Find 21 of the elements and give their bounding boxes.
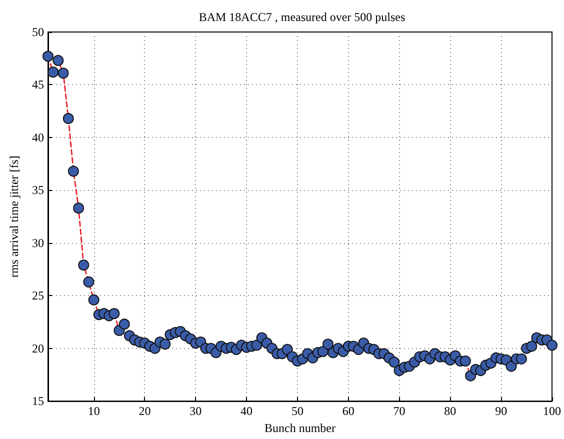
y-axis-title: rms arrival time jitter [fs]: [7, 156, 21, 278]
y-tick-label: 50: [32, 25, 44, 39]
x-tick-label: 100: [543, 404, 561, 418]
x-tick-label: 40: [240, 404, 253, 418]
chart-title: BAM 18ACC7 , measured over 500 pulses: [198, 10, 406, 24]
y-tick-label: 40: [32, 130, 44, 144]
y-tick-label: 20: [32, 341, 44, 356]
x-tick-label: 50: [291, 404, 304, 418]
y-tick-label: 30: [32, 236, 44, 250]
x-tick-label: 70: [393, 404, 406, 418]
x-tick-label: 20: [138, 404, 151, 418]
x-tick-label: 90: [495, 404, 508, 418]
x-tick-label: 80: [444, 404, 456, 418]
y-tick-label: 25: [32, 288, 44, 303]
y-tick-label: 15: [32, 394, 44, 408]
x-tick-label: 10: [88, 404, 100, 418]
y-tick-label: 35: [32, 183, 44, 198]
y-tick-label: 45: [32, 78, 44, 92]
x-axis-title: Bunch number: [264, 421, 336, 435]
x-tick-label: 60: [342, 404, 354, 418]
x-tick-label: 30: [190, 404, 202, 418]
